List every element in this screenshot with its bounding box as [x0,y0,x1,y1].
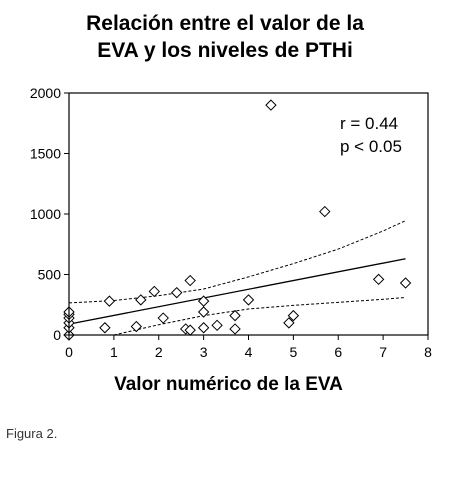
data-point [130,320,143,333]
x-tick-label: 0 [65,344,73,360]
data-point [148,285,160,298]
data-point [135,294,147,306]
data-point [103,295,116,307]
x-axis-label: Valor numérico de la EVA [114,374,343,395]
x-tick-label: 3 [200,344,208,360]
data-point [211,319,223,332]
x-axis-ticks: 0 1 2 3 4 5 6 7 8 [65,335,432,360]
data-point [197,295,210,307]
y-tick-label: 500 [38,267,62,283]
data-point [197,306,210,318]
x-tick-label: 6 [334,344,342,360]
x-tick-label: 2 [155,344,163,360]
x-tick-label: 7 [379,344,387,360]
y-tick-label: 2000 [30,85,61,101]
chart-title: Relación entre el valor de la EVA y los … [0,10,450,64]
data-point [265,99,277,111]
data-point [197,322,210,334]
data-point [287,309,300,322]
chart-title-line-1: Relación entre el valor de la [86,12,364,35]
figure-caption: Figura 2. [6,426,58,441]
annotation-p: p < 0.05 [340,137,402,156]
y-tick-label: 1500 [30,146,61,162]
ci-upper-line [68,220,406,304]
data-point [283,317,295,329]
data-point [242,294,255,306]
y-tick-label: 0 [53,327,61,343]
data-point [184,274,196,287]
data-point [99,322,111,334]
x-tick-label: 4 [245,344,253,360]
data-point [170,286,183,299]
y-axis-ticks: 0 500 1000 1500 2000 [30,85,69,343]
x-tick-label: 1 [110,344,118,360]
data-point [157,312,169,324]
data-point [399,277,412,289]
data-points [63,99,412,341]
ci-lower-line [113,296,406,336]
x-tick-label: 5 [289,344,297,360]
data-point [372,273,385,286]
confidence-band [68,220,406,336]
regression-line [68,258,406,325]
data-point [319,205,331,218]
scatter-chart: 0 1 2 3 4 5 6 7 8 0 500 1000 1500 2000 r = 0.44 p < … [30,85,432,395]
chart-title-line-2: EVA y los niveles de PTHi [97,39,353,62]
data-point [229,323,241,335]
regression-layer [68,258,406,325]
data-point [229,309,241,322]
annotation-r: r = 0.44 [340,114,398,133]
y-tick-label: 1000 [30,206,61,222]
x-tick-label: 8 [424,344,432,360]
